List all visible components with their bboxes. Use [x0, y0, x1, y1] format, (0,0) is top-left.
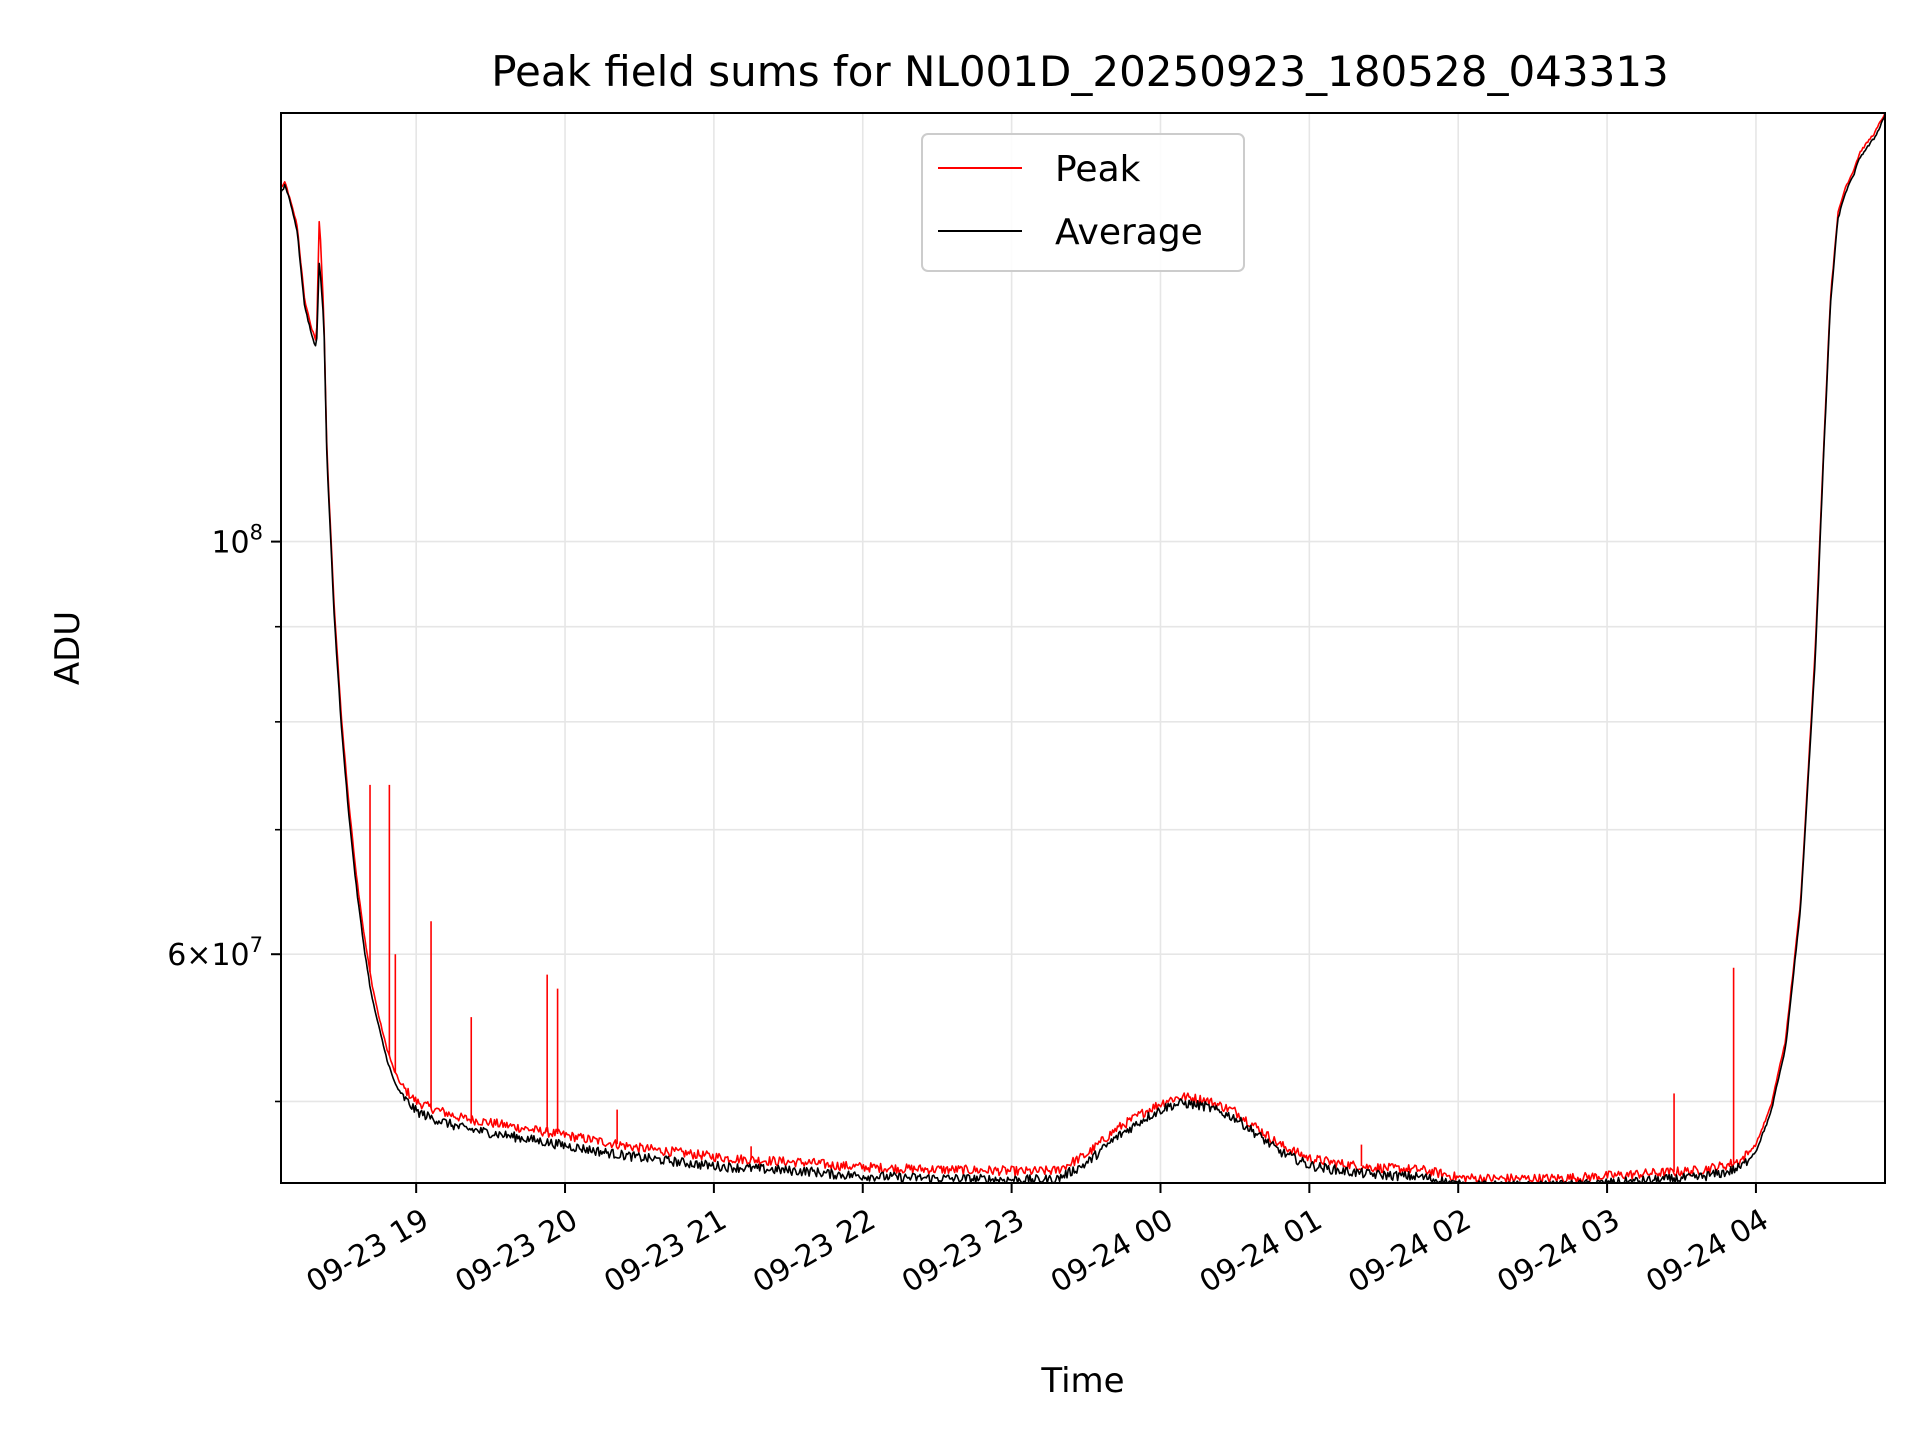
y-tick-times-sign: ×: [186, 938, 211, 973]
x-axis-label: Time: [1040, 1361, 1124, 1401]
series-lines: [280, 112, 1886, 1184]
y-tick-base: 10: [211, 938, 249, 973]
y-axis-label: ADU: [48, 611, 88, 685]
y-tick-label: 108: [211, 521, 263, 561]
y-tick-label: 6×107: [167, 933, 263, 973]
legend-label-average: Average: [1055, 212, 1203, 253]
series-line-average: [280, 115, 1886, 1184]
y-tick-base: 10: [211, 526, 249, 561]
y-tick-exponent: 7: [250, 933, 263, 957]
y-tick-coefficient: 6: [167, 938, 186, 973]
legend: Peak Average: [921, 133, 1245, 272]
y-tick-exponent: 8: [250, 521, 263, 545]
chart-title: Peak field sums for NL001D_20250923_1805…: [491, 47, 1669, 96]
plot-frame: [280, 112, 1886, 1184]
legend-label-peak: Peak: [1055, 149, 1141, 190]
grid-lines: [281, 113, 1885, 1183]
series-line-peak: [280, 112, 1886, 1184]
